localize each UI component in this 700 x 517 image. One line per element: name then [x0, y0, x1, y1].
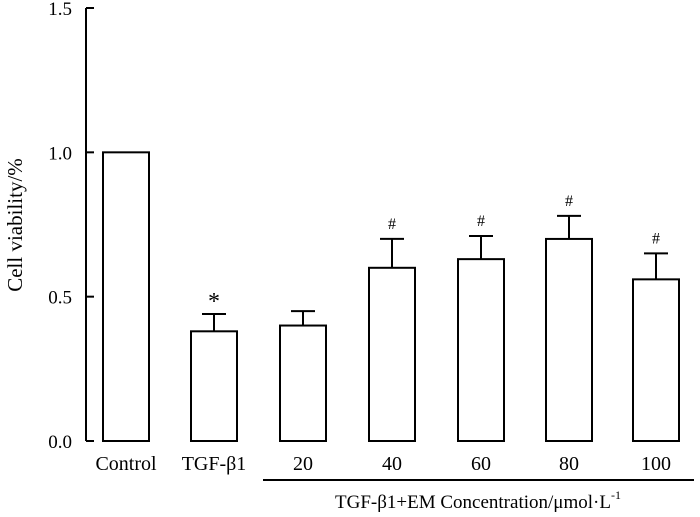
significance-mark: #: [565, 193, 573, 210]
significance-mark: *: [208, 289, 220, 315]
y-tick-label: 1.5: [48, 0, 72, 20]
y-tick-label: 0.5: [48, 288, 72, 309]
x-tick-label: 80: [559, 453, 579, 475]
significance-mark: #: [388, 216, 396, 233]
y-tick-label: 1.0: [48, 143, 72, 164]
significance-mark: #: [652, 230, 660, 247]
significance-mark: #: [477, 213, 485, 230]
group-label: TGF-β1+EM Concentration/μmol·L-1: [335, 488, 621, 513]
x-tick-labels: Control TGF-β1 20 40 60 80 100: [95, 453, 671, 475]
bar: [545, 237, 593, 442]
bar: [190, 330, 238, 443]
x-tick-label: TGF-β1: [182, 453, 247, 475]
y-axis-label: Cell viability/%: [3, 158, 27, 292]
x-tick-label: 20: [293, 453, 313, 475]
y-ticks: 0.0 0.5 1.0 1.5: [48, 0, 94, 453]
x-tick-label: 60: [471, 453, 491, 475]
y-tick-label: 0.0: [48, 432, 72, 453]
group-label-superscript: -1: [611, 488, 621, 502]
bars: * # # # #: [102, 151, 680, 443]
bar: [632, 278, 680, 443]
x-tick-label: 100: [641, 453, 671, 475]
group-label-text: TGF-β1+EM Concentration/μmol·L: [335, 492, 611, 513]
bar: [457, 258, 505, 443]
bar: [368, 266, 416, 442]
bar: [279, 324, 327, 442]
bar: [102, 151, 150, 442]
x-tick-label: 40: [382, 453, 402, 475]
x-tick-label: Control: [95, 453, 157, 475]
